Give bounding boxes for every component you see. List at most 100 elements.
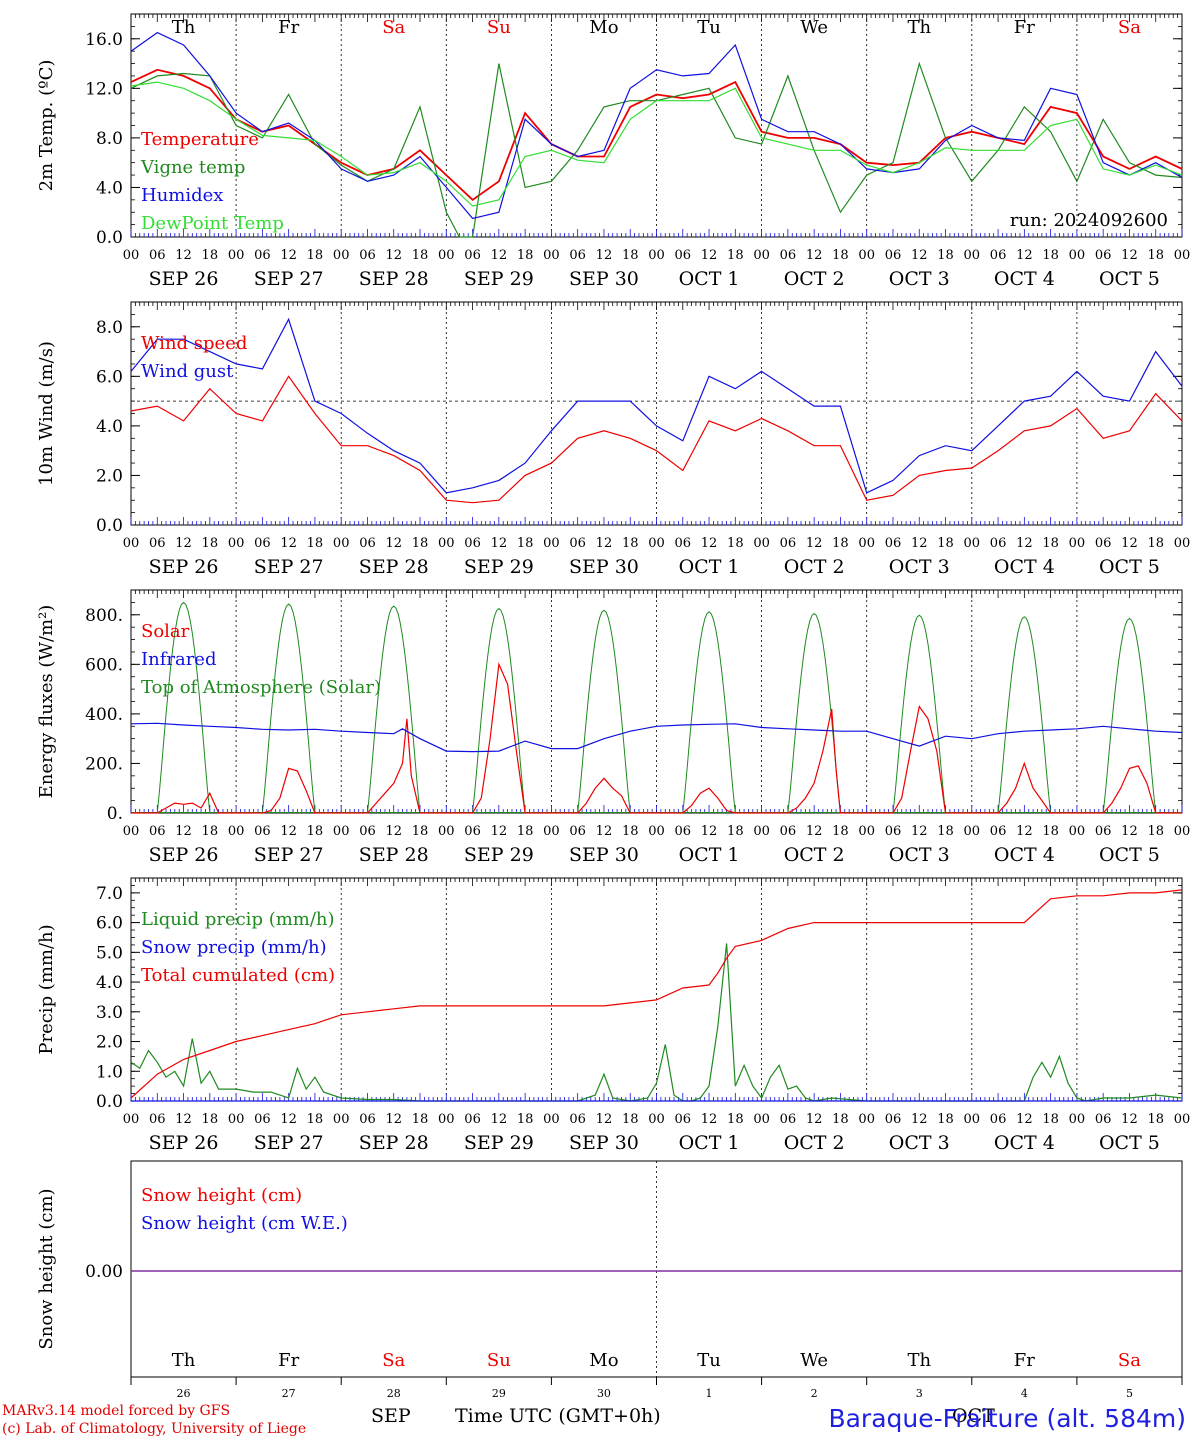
hour-label: 06	[149, 1112, 166, 1127]
date-label: OCT 3	[889, 844, 950, 866]
hour-label: 06	[990, 824, 1007, 839]
hour-label: 06	[569, 248, 586, 263]
y-tick-label: 0.0	[96, 516, 123, 536]
hour-label: 18	[307, 536, 324, 551]
hour-label: 06	[569, 536, 586, 551]
date-label: SEP 30	[569, 268, 639, 290]
y-tick-label: 1.0	[96, 1062, 123, 1082]
hour-label: 12	[491, 248, 508, 263]
legend-label: Snow height (cm)	[141, 1185, 302, 1206]
hour-label: 00	[753, 536, 770, 551]
y-tick-label: 16.0	[85, 30, 123, 50]
date-label: OCT 5	[1099, 1132, 1160, 1154]
hour-label: 00	[858, 536, 875, 551]
legend-label: DewPoint Temp	[141, 213, 284, 234]
hour-label: 00	[964, 824, 981, 839]
y-tick-label: 2.0	[96, 1033, 123, 1053]
series-line-0	[131, 662, 1182, 814]
hour-label: 12	[491, 536, 508, 551]
hour-label: 12	[701, 1112, 718, 1127]
hour-label: 06	[1095, 536, 1112, 551]
y-axis-title: Precip (mm/h)	[36, 924, 57, 1054]
y-tick-label: 0.	[107, 804, 123, 824]
hour-label: 12	[911, 824, 928, 839]
hour-label: 00	[1069, 1112, 1086, 1127]
hour-label: 06	[675, 536, 692, 551]
date-label: SEP 26	[149, 1132, 219, 1154]
date-label: OCT 2	[784, 1132, 845, 1154]
hour-label: 06	[990, 1112, 1007, 1127]
hour-label: 00	[333, 248, 350, 263]
hour-label: 12	[1016, 248, 1033, 263]
date-label: OCT 5	[1099, 268, 1160, 290]
y-tick-label: 6.0	[96, 914, 123, 934]
hour-label: 18	[307, 248, 324, 263]
hour-label: 12	[175, 1112, 192, 1127]
hour-label: 12	[1016, 536, 1033, 551]
date-label: SEP 26	[149, 268, 219, 290]
hour-label: 00	[438, 536, 455, 551]
time-axis-label: Time UTC (GMT+0h)	[455, 1405, 661, 1427]
hour-label: 12	[175, 824, 192, 839]
legend-label: Total cumulated (cm)	[141, 965, 335, 986]
day-number: 4	[1021, 1387, 1028, 1400]
y-tick-label: 3.0	[96, 1003, 123, 1023]
day-number: 2	[811, 1387, 818, 1400]
hour-label: 00	[1069, 536, 1086, 551]
hour-label: 12	[596, 1112, 613, 1127]
hour-label: 06	[675, 824, 692, 839]
hour-label: 12	[911, 536, 928, 551]
hour-label: 00	[333, 536, 350, 551]
weekday-label: We	[800, 1350, 828, 1371]
hour-label: 06	[254, 1112, 271, 1127]
weekday-label: Tu	[697, 17, 721, 38]
hour-label: 00	[964, 248, 981, 263]
date-label: OCT 5	[1099, 556, 1160, 578]
y-tick-label: 12.0	[85, 79, 123, 99]
weekday-label: Sa	[1118, 17, 1141, 38]
hour-label: 00	[123, 248, 140, 263]
panel-3: 00 06 12 18 00 06 12 18 00 06 12 18 00 06 12 18 00 06 12 18…	[36, 589, 1191, 866]
hour-label: 00	[438, 1112, 455, 1127]
hour-label: 18	[832, 536, 849, 551]
run-label: run: 2024092600	[1010, 210, 1168, 231]
series-line-2	[130, 889, 1183, 1099]
hour-label: 00	[753, 248, 770, 263]
date-label: SEP 28	[359, 268, 429, 290]
hour-label: 00	[1174, 1112, 1191, 1127]
hour-label: 18	[727, 824, 744, 839]
hour-label: 18	[937, 1112, 954, 1127]
hour-label: 06	[780, 248, 797, 263]
hour-label: 18	[412, 824, 429, 839]
hour-label: 18	[517, 824, 534, 839]
hour-label: 12	[1121, 536, 1138, 551]
hour-label: 12	[1016, 824, 1033, 839]
hour-label: 18	[1042, 1112, 1059, 1127]
series-line-3	[130, 81, 1183, 207]
hour-label: 00	[438, 824, 455, 839]
hour-label: 06	[569, 824, 586, 839]
hour-label: 18	[832, 824, 849, 839]
hour-label: 00	[228, 248, 245, 263]
hour-label: 06	[990, 248, 1007, 263]
hour-label: 06	[464, 536, 481, 551]
hour-label: 12	[701, 248, 718, 263]
hour-label: 00	[1174, 824, 1191, 839]
date-label: SEP 29	[464, 844, 534, 866]
hour-label: 00	[228, 824, 245, 839]
date-label: OCT 5	[1099, 844, 1160, 866]
weekday-label: Th	[907, 1350, 931, 1371]
hour-label: 18	[412, 536, 429, 551]
weekday-label: Sa	[1118, 1350, 1141, 1371]
station-label: Baraque-Fraiture (alt. 584m)	[828, 1404, 1186, 1433]
hour-label: 18	[832, 248, 849, 263]
hour-label: 00	[648, 536, 665, 551]
y-tick-label: 0.0	[96, 1092, 123, 1112]
weekday-label: Fr	[1014, 1350, 1035, 1371]
hour-label: 06	[254, 536, 271, 551]
model-credit: MARv3.14 model forced by GFS	[2, 1403, 231, 1419]
hour-label: 18	[517, 536, 534, 551]
hour-label: 18	[727, 1112, 744, 1127]
hour-label: 12	[806, 824, 823, 839]
date-label: SEP 27	[254, 556, 324, 578]
